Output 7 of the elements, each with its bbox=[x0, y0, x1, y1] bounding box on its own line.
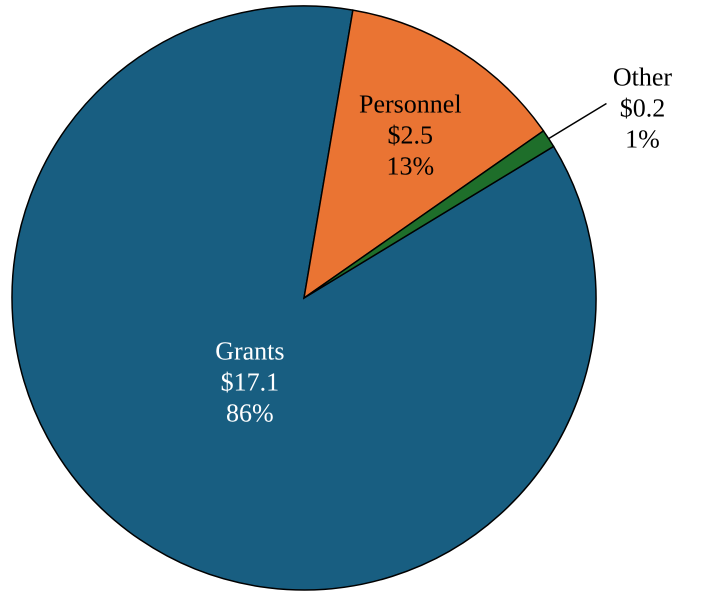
pie-slice bbox=[12, 5, 597, 590]
slice-label: Personnel bbox=[359, 89, 462, 118]
slice-label: Grants bbox=[215, 336, 285, 366]
data-label: $17.1 86% bbox=[220, 368, 280, 428]
slice-label: Other bbox=[612, 62, 672, 92]
data-label: $0.2 1% bbox=[620, 94, 666, 154]
data-label: $2.5 13% bbox=[386, 120, 434, 180]
